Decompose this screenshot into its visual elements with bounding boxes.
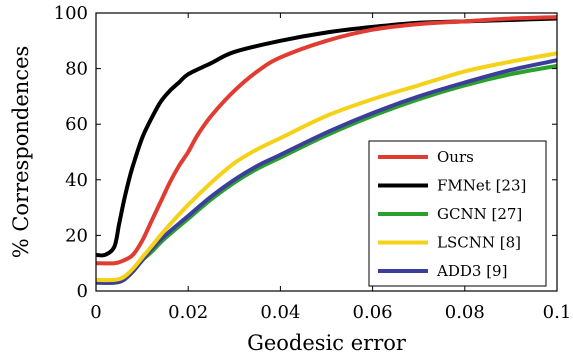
legend-label: FMNet [23]	[437, 177, 526, 195]
ticks-layer: 0 0.02 0.04 0.06 0.08 0.1 0 20 40 60 80 100	[54, 3, 572, 323]
x-tick-label: 0.04	[260, 302, 300, 323]
legend-label: GCNN [27]	[437, 205, 522, 223]
x-tick-label: 0.02	[168, 302, 208, 323]
legend-label: ADD3 [9]	[436, 262, 507, 280]
legend: Ours FMNet [23] GCNN [27] LSCNN [8] ADD3 [9]	[368, 140, 547, 287]
y-tick-label: 40	[65, 170, 88, 191]
series-line-3	[96, 51, 557, 283]
x-tick-label: 0.08	[445, 302, 485, 323]
series-layer	[96, 15, 557, 285]
y-axis-label: % Correspondences	[9, 46, 33, 259]
x-tick-label: 0	[90, 302, 101, 323]
legend-label: Ours	[437, 148, 474, 166]
y-tick-label: 20	[65, 225, 88, 246]
x-tick-label: 0.06	[353, 302, 393, 323]
x-axis-label: Geodesic error	[247, 331, 407, 355]
series-line-0	[96, 15, 557, 266]
y-tick-label: 60	[65, 114, 88, 135]
legend-label: LSCNN [8]	[437, 234, 521, 252]
y-tick-label: 0	[77, 281, 88, 302]
plot-frame	[95, 12, 558, 292]
y-tick-label: 80	[65, 59, 88, 80]
x-tick-label: 0.1	[543, 302, 572, 323]
y-tick-label: 100	[54, 3, 88, 24]
